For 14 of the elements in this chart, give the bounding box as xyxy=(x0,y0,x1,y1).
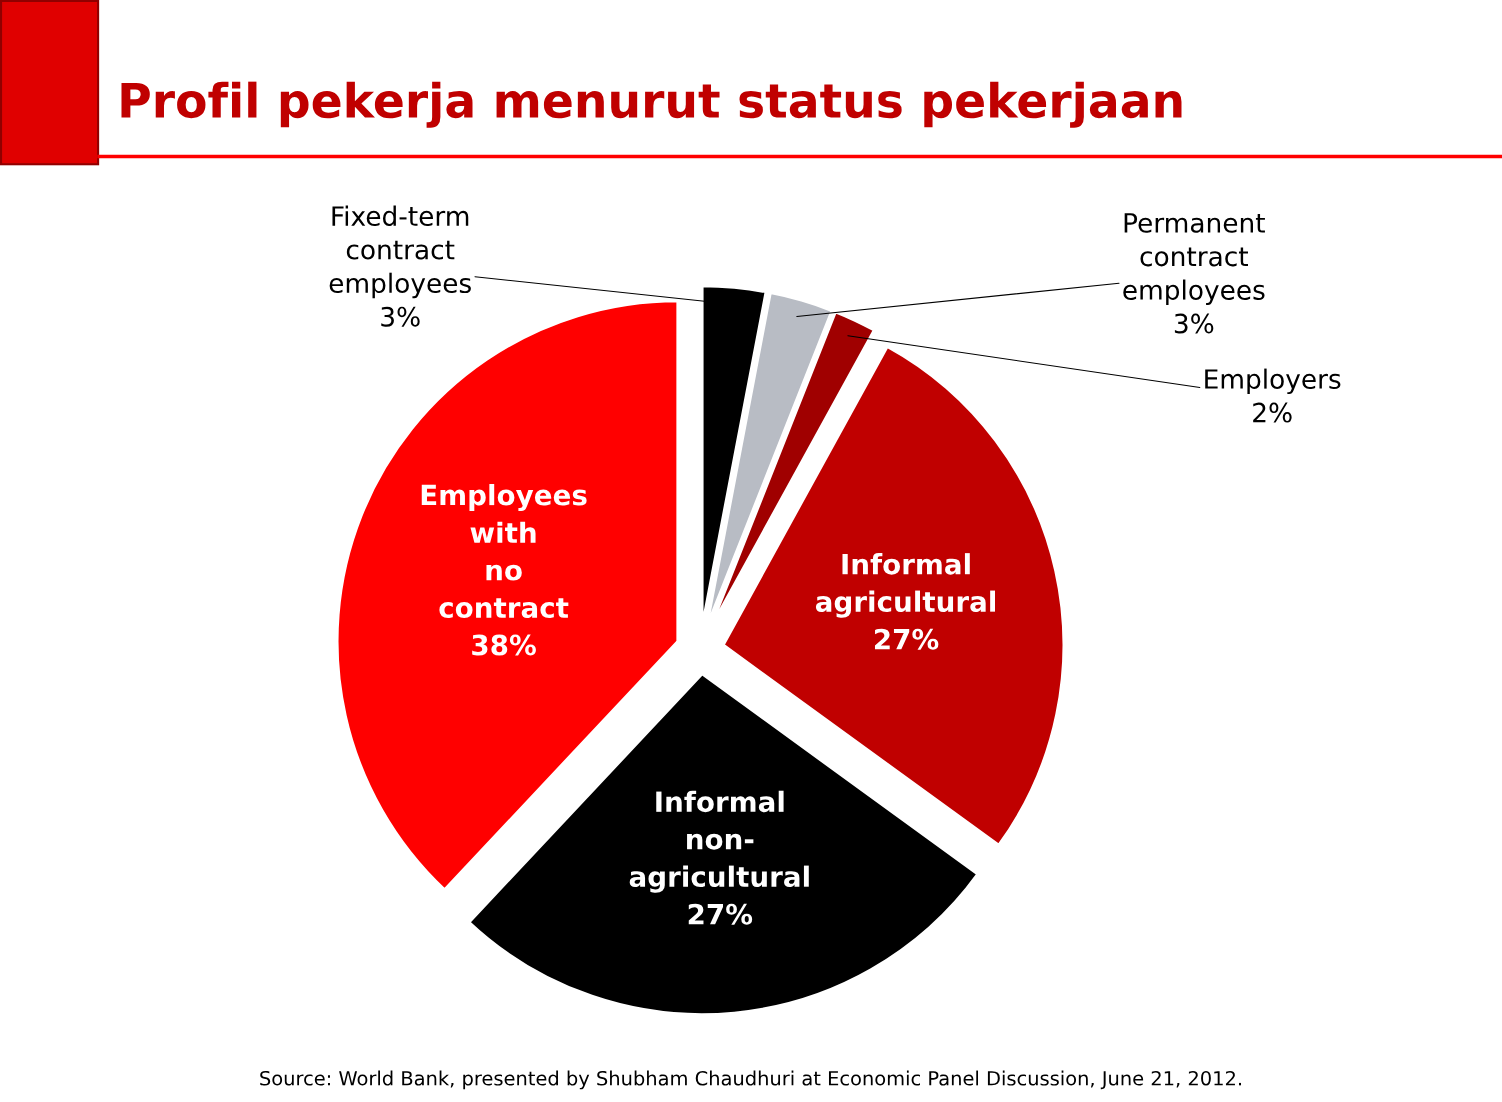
data-label: 27% xyxy=(874,628,939,650)
slice-label: Informal agricultural xyxy=(815,553,996,618)
data-label: 2% xyxy=(1253,402,1292,423)
slice-label: Informal non- agricultural xyxy=(629,790,809,893)
source-note: Source: World Bank, presented by Shubham Chaudhuri at Economic Panel Discussion, June 21, 2012. xyxy=(260,1070,1241,1090)
data-label: 3% xyxy=(1174,313,1214,334)
slice-label: Permanent contract employees xyxy=(1123,213,1265,306)
slice-label: Fixed-term contract employees xyxy=(329,205,471,299)
data-label: 38% xyxy=(472,634,536,656)
slice-label: Employees with no contract xyxy=(421,484,587,619)
data-label: 3% xyxy=(381,306,420,327)
chart-title: Profil pekerja menurut status pekerjaan xyxy=(121,81,1182,128)
slice-label: Employers xyxy=(1205,368,1341,395)
data-label: 27% xyxy=(688,903,753,925)
